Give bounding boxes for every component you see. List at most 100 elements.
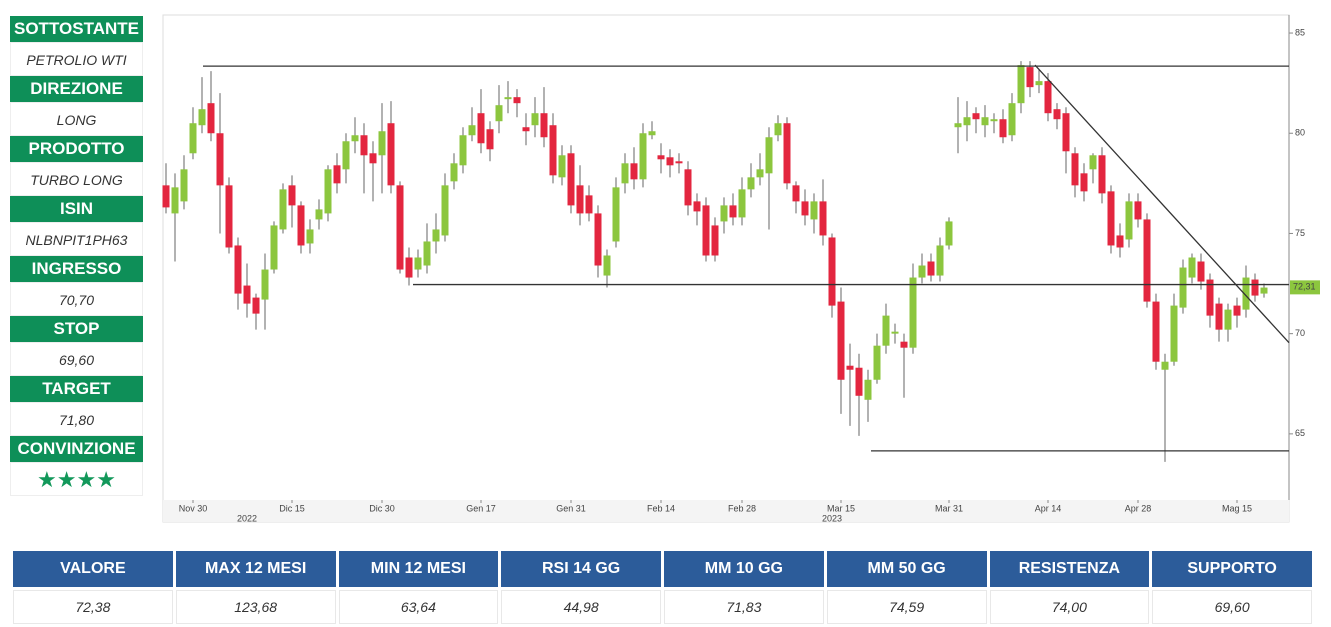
- field-value: 69,60: [10, 342, 143, 376]
- candle-body: [999, 119, 1007, 138]
- candle-body: [1125, 201, 1133, 240]
- candle-body: [720, 205, 728, 222]
- x-tick-label: Nov 30: [179, 503, 208, 513]
- candle-body: [531, 113, 539, 126]
- candle-body: [315, 209, 323, 220]
- column-header: VALORE: [13, 551, 173, 587]
- candle-body: [1134, 201, 1142, 220]
- candle-body: [1206, 279, 1214, 316]
- candle-body: [963, 117, 971, 126]
- candle-body: [855, 367, 863, 396]
- candle-body: [540, 113, 548, 138]
- candle-body: [711, 225, 719, 256]
- candle-body: [324, 169, 332, 214]
- candle-body: [990, 119, 998, 122]
- candle-body: [378, 131, 386, 156]
- candle-body: [441, 185, 449, 236]
- candle-body: [522, 127, 530, 132]
- candle-body: [261, 269, 269, 300]
- candle-body: [225, 185, 233, 248]
- field-label: CONVINZIONE: [10, 436, 143, 462]
- candle-body: [1116, 235, 1124, 248]
- table-cell: 74,00: [989, 590, 1150, 624]
- candle-body: [1062, 113, 1070, 152]
- candle-body: [1188, 257, 1196, 278]
- candle-body: [747, 177, 755, 190]
- candle-body: [639, 133, 647, 180]
- last-price-label: 72,31: [1293, 282, 1316, 292]
- candle-body: [1224, 309, 1232, 330]
- candle-body: [972, 113, 980, 120]
- column-header: RESISTENZA: [989, 551, 1150, 587]
- field-label: STOP: [10, 316, 143, 342]
- candle-body: [1170, 305, 1178, 362]
- candle-body: [900, 341, 908, 348]
- candle-body: [360, 135, 368, 156]
- candle-body: [558, 155, 566, 178]
- column-header: MIN 12 MESI: [338, 551, 499, 587]
- candle-body: [882, 315, 890, 346]
- candle-body: [1035, 81, 1043, 86]
- x-tick-label: Dic 30: [369, 503, 395, 513]
- x-tick-label: Mar 31: [935, 503, 963, 513]
- candle-body: [1098, 155, 1106, 194]
- candle-body: [621, 163, 629, 184]
- candle-body: [180, 169, 188, 202]
- candle-body: [1044, 81, 1052, 114]
- candle-body: [1053, 109, 1061, 120]
- y-tick-label: 85: [1295, 27, 1305, 37]
- candle-body: [216, 133, 224, 186]
- column-header: MM 10 GG: [664, 551, 824, 587]
- candle-body: [819, 201, 827, 236]
- x-tick-label: Feb 28: [728, 503, 756, 513]
- candle-body: [567, 153, 575, 206]
- x-tick-label: Gen 17: [466, 503, 496, 513]
- candle-body: [675, 161, 683, 164]
- trend-line: [1034, 64, 1290, 344]
- candle-body: [162, 185, 170, 208]
- candle-body: [936, 245, 944, 276]
- candle-body: [630, 163, 638, 180]
- candle-body: [270, 225, 278, 270]
- candle-body: [234, 245, 242, 294]
- candle-body: [954, 123, 962, 128]
- candle-body: [603, 255, 611, 276]
- field-value: TURBO LONG: [10, 162, 143, 196]
- x-tick-label: Apr 28: [1125, 503, 1152, 513]
- candle-body: [927, 261, 935, 276]
- candle-body: [873, 345, 881, 380]
- candle-body: [1080, 173, 1088, 192]
- candle-body: [459, 135, 467, 166]
- x-axis-band: [163, 500, 1289, 522]
- field-label: ISIN: [10, 196, 143, 222]
- candle-body: [585, 195, 593, 214]
- candle-body: [1179, 267, 1187, 308]
- field-label: TARGET: [10, 376, 143, 402]
- column-header: MAX 12 MESI: [175, 551, 336, 587]
- candle-body: [1215, 303, 1223, 330]
- candle-body: [1152, 301, 1160, 362]
- candle-body: [909, 277, 917, 348]
- candle-body: [513, 97, 521, 104]
- year-label: 2023: [822, 513, 842, 523]
- field-value: NLBNPIT1PH63: [10, 222, 143, 256]
- table-cell: 63,64: [338, 590, 499, 624]
- chart: 65 70 75 80 85 Nov 30 2022 Dic 15 Dic 30 Gen 17 Ge…: [162, 14, 1320, 523]
- field-label: INGRESSO: [10, 256, 143, 282]
- stats-table: VALORE MAX 12 MESI MIN 12 MESI RSI 14 GG MM …: [10, 548, 1315, 627]
- x-tick-label: Mag 15: [1222, 503, 1252, 513]
- candle-body: [774, 123, 782, 136]
- table-cell: 72,38: [13, 590, 173, 624]
- candle-body: [549, 125, 557, 176]
- candle-body: [810, 201, 818, 220]
- candle-body: [198, 109, 206, 126]
- candle-body: [423, 241, 431, 266]
- candle-body: [945, 221, 953, 246]
- table-cell: 74,59: [826, 590, 987, 624]
- candle-body: [279, 189, 287, 230]
- field-label: PRODOTTO: [10, 136, 143, 162]
- candle-body: [576, 185, 584, 214]
- sidebar: SOTTOSTANTE PETROLIO WTI DIREZIONE LONG PROD…: [10, 16, 143, 496]
- candle-body: [288, 185, 296, 206]
